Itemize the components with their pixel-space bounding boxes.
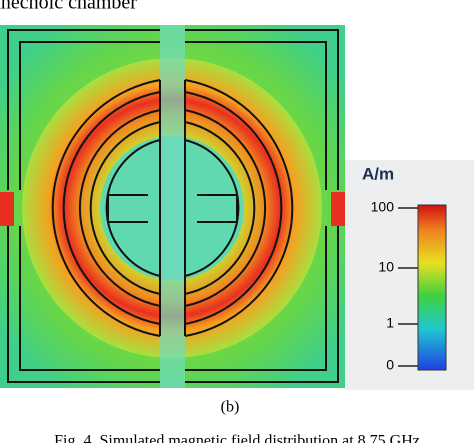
colorbar-unit: A/m <box>362 164 394 183</box>
colorbar-tick-label: 10 <box>378 259 394 275</box>
colorbar <box>417 204 447 371</box>
colorbar-tick-label: 0 <box>386 357 394 373</box>
sublabel: (b) <box>221 399 240 416</box>
header-text: anechoic chamber <box>0 0 137 14</box>
caption: Fig. 4. Simulated magnetic field distrib… <box>54 433 420 443</box>
field-map <box>0 25 345 388</box>
colorbar-tick-label: 1 <box>386 315 394 331</box>
colorbar-tick-label: 100 <box>371 199 395 215</box>
colorbar-panel <box>345 160 474 390</box>
